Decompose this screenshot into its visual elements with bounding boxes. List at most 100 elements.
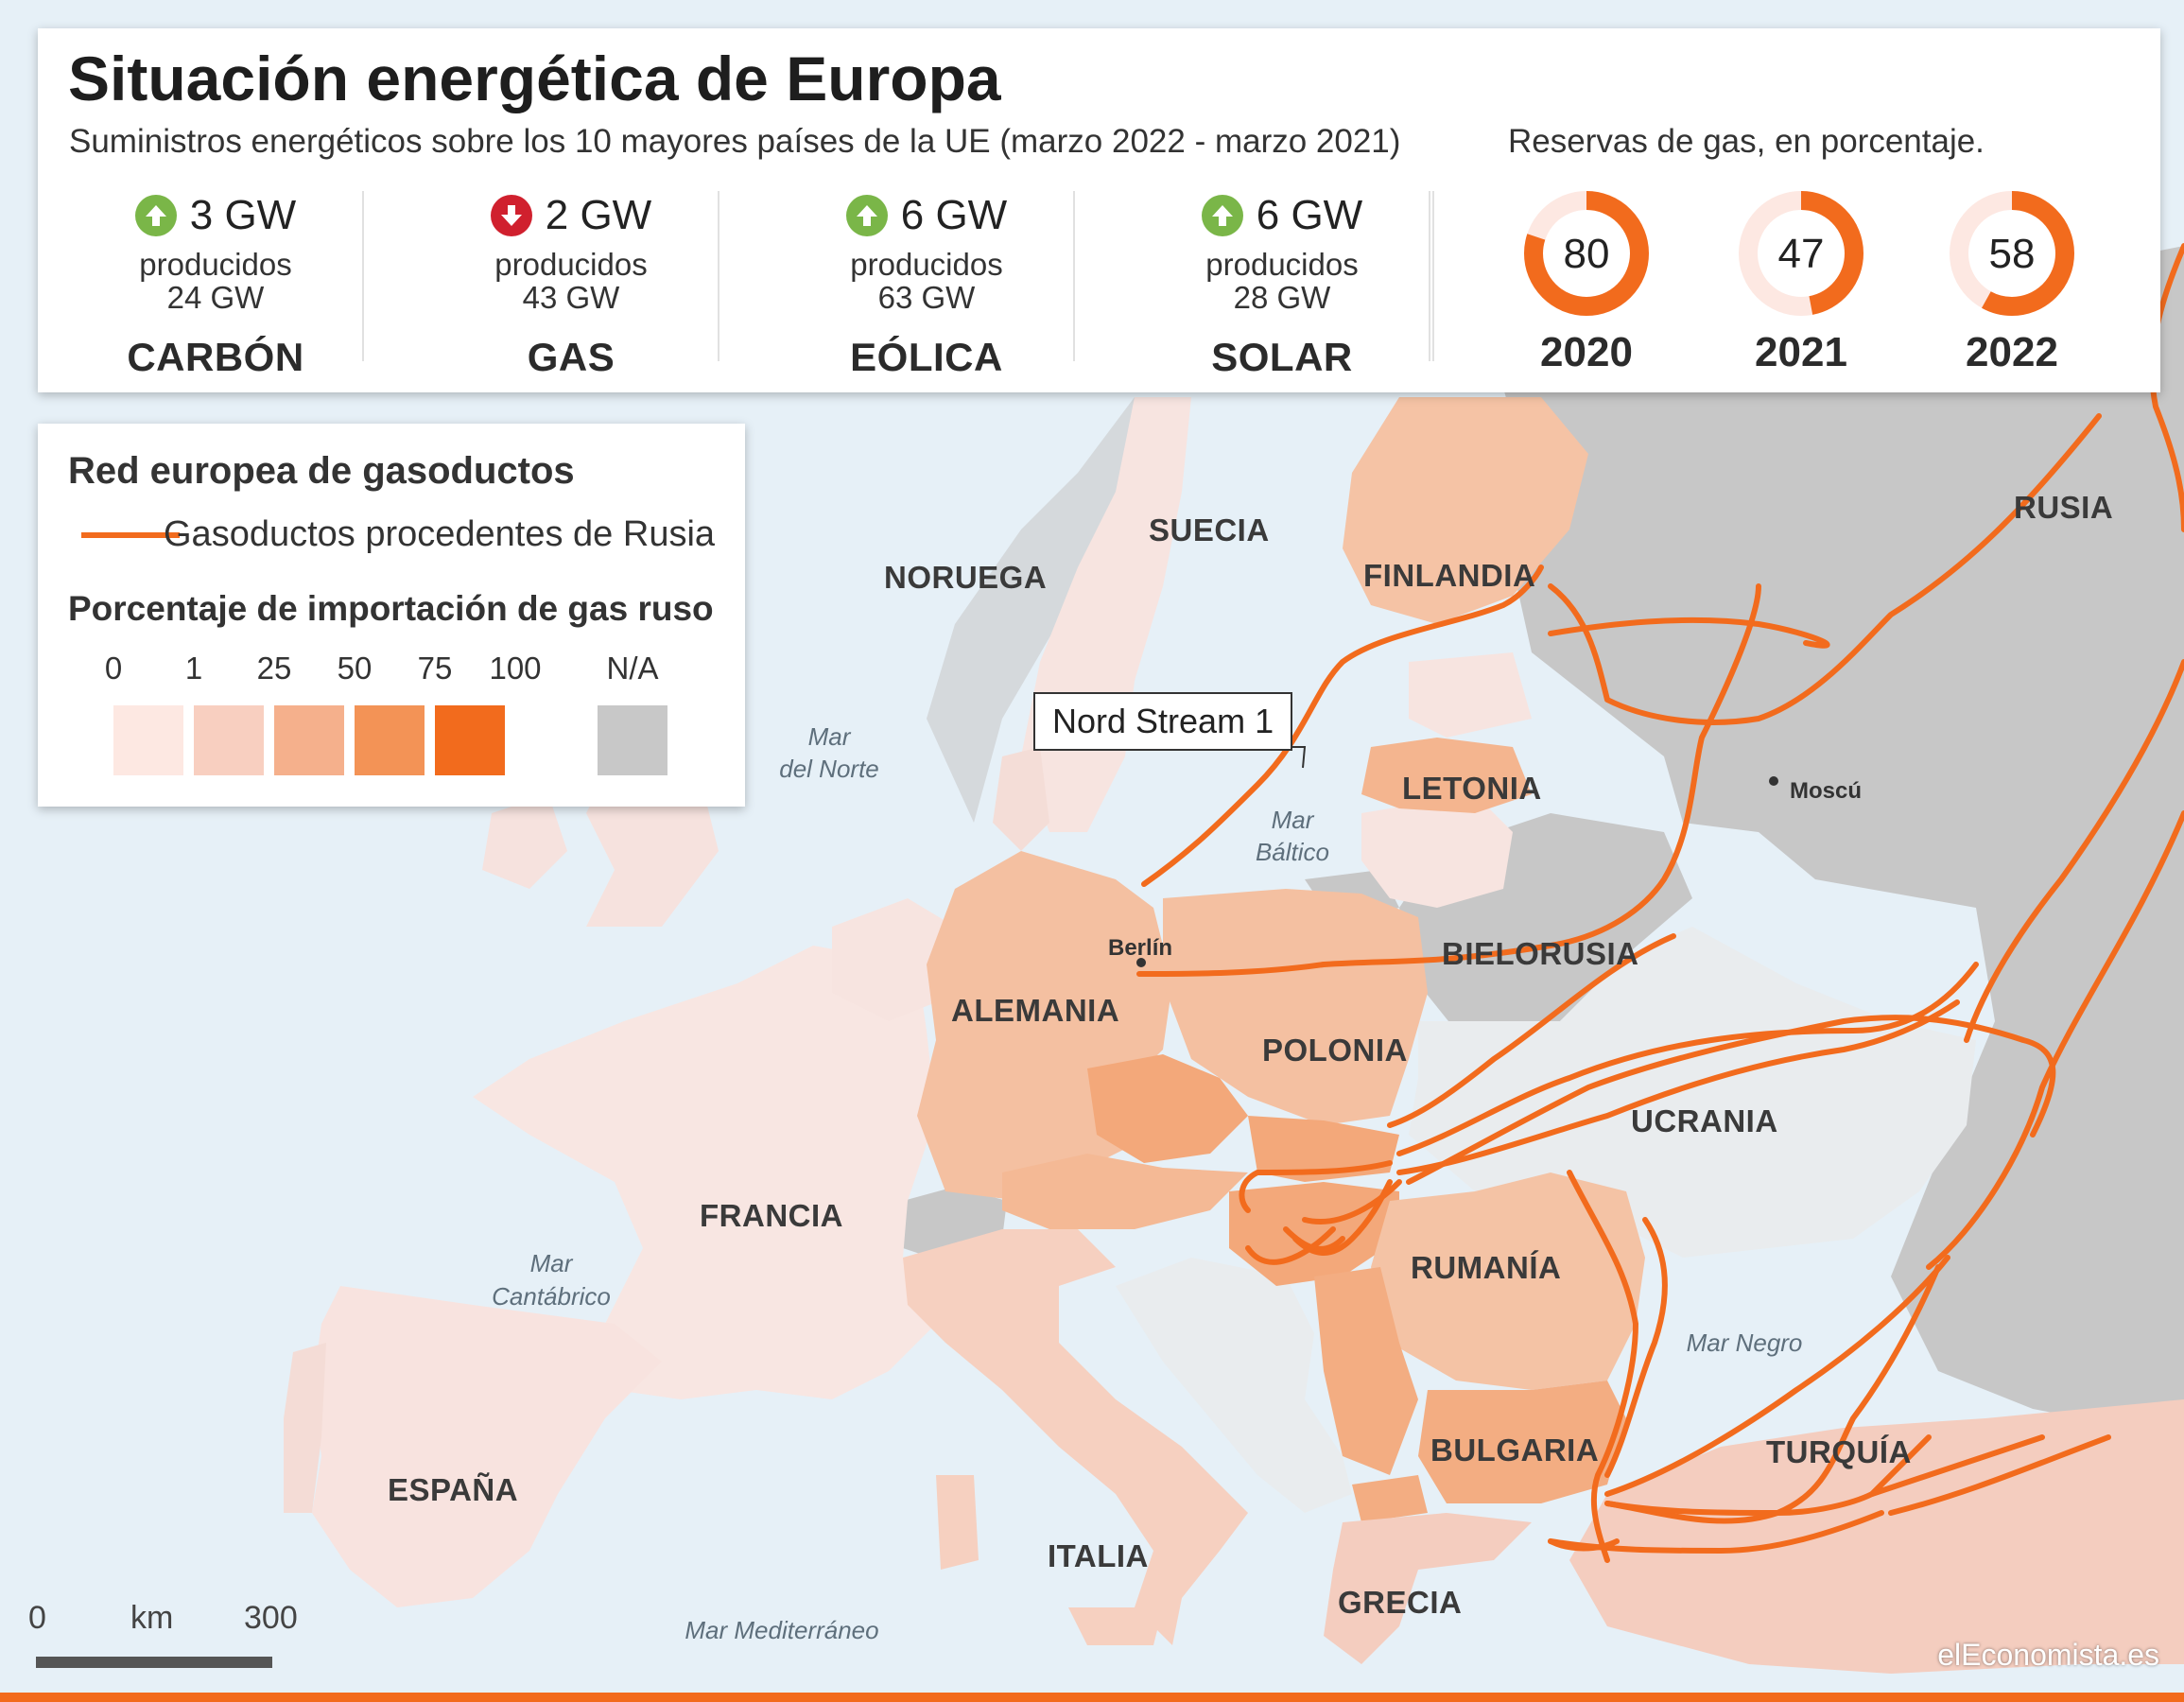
- label-mediterranean: Mar Mediterráneo: [685, 1616, 878, 1644]
- arrow-up-icon: [845, 195, 888, 236]
- page-subtitle: Suministros energéticos sobre los 10 may…: [69, 123, 1401, 160]
- stat-gas-total: 43 GW: [522, 280, 620, 315]
- label-belarus: BIELORUSIA: [1442, 936, 1639, 971]
- country-portugal: [284, 1343, 326, 1513]
- donut-value-label: 47: [1778, 231, 1825, 277]
- divider: [1429, 191, 1430, 361]
- scale-bar: [36, 1657, 272, 1668]
- stat-solar-total: 28 GW: [1233, 280, 1331, 315]
- country-serbia: [1314, 1267, 1418, 1475]
- stat-coal-produced: producidos: [139, 247, 292, 282]
- arrow-up-icon: [1201, 195, 1243, 236]
- divider: [718, 191, 719, 361]
- country-poland: [1163, 889, 1428, 1125]
- scale-label-0: 0: [104, 651, 123, 686]
- pipeline-legend-line: [81, 532, 180, 538]
- stat-gas-produced: producidos: [494, 247, 648, 282]
- scale-swatch-50: [355, 705, 425, 775]
- stat-coal-category: CARBÓN: [127, 335, 304, 379]
- pipeline-turkstream: [1604, 1264, 1941, 1524]
- reserves-title: Reservas de gas, en porcentaje.: [1508, 123, 1985, 160]
- country-france: [473, 946, 936, 1399]
- label-cantabric-2: Cantábrico: [492, 1282, 611, 1311]
- label-germany: ALEMANIA: [951, 993, 1119, 1028]
- reserve-donut-2022: 58: [1946, 187, 2078, 320]
- scale-swatch-75: [435, 705, 505, 775]
- legend-panel: Red europea de gasoductos Gasoductos pro…: [38, 424, 745, 807]
- pipeline-nord-stream: [1141, 564, 1544, 887]
- scale-unit: km: [130, 1600, 174, 1636]
- stat-coal-change: 3 GW: [189, 192, 297, 238]
- stat-wind: 6 GW producidos 63 GW EÓLICA: [749, 187, 1104, 380]
- label-turkey: TURQUÍA: [1766, 1434, 1912, 1469]
- scale-label-25: 25: [256, 651, 292, 686]
- scale-swatch-na: [598, 705, 667, 775]
- nord-stream-callout: Nord Stream 1: [1033, 692, 1293, 751]
- stat-wind-produced: producidos: [850, 247, 1003, 282]
- label-spain: ESPAÑA: [388, 1472, 518, 1507]
- country-russia: [1503, 246, 2184, 1437]
- legend-title: Red europea de gasoductos: [68, 450, 575, 492]
- country-slovakia: [1248, 1116, 1399, 1182]
- arrow-up-icon: [134, 195, 177, 236]
- stat-wind-category: EÓLICA: [850, 335, 1003, 379]
- pipeline-ukraine-main: [1406, 1015, 2056, 1185]
- country-austria: [1002, 1154, 1248, 1229]
- stat-solar-change: 6 GW: [1256, 192, 1363, 238]
- country-estonia: [1409, 652, 1532, 738]
- country-spain: [312, 1286, 662, 1607]
- stat-coal: 3 GW producidos 24 GW CARBÓN: [38, 187, 393, 380]
- label-bulgaria: BULGARIA: [1430, 1433, 1599, 1468]
- donut-value-label: 80: [1564, 231, 1610, 277]
- pipeline-turkey-south: [1869, 1434, 2045, 1497]
- reserve-year-2020: 2020: [1540, 329, 1633, 375]
- arrow-down-icon: [490, 195, 532, 236]
- pipeline-russia-south-2: [1926, 810, 2184, 1270]
- pipeline-south-loop: [1245, 1226, 1336, 1265]
- russian-gas-pipelines: [1136, 243, 2184, 1563]
- pipeline-russia-east: [2149, 243, 2184, 532]
- scale-swatch-0: [113, 705, 183, 775]
- stat-solar: 6 GW producidos 28 GW SOLAR: [1104, 187, 1460, 380]
- label-cantabric-1: Mar: [530, 1249, 574, 1277]
- reserve-year-2022: 2022: [1966, 329, 2058, 375]
- country-macedonia: [1352, 1475, 1428, 1522]
- pipeline-brotherhood-2: [1396, 999, 1960, 1175]
- country-italy: [903, 1229, 1248, 1645]
- pipeline-north-east: [1548, 413, 2102, 725]
- country-ukraine: [1409, 927, 1976, 1258]
- scale-end: 300: [244, 1600, 298, 1636]
- country-benelux: [832, 898, 955, 1021]
- stat-gas-change: 2 GW: [545, 192, 652, 238]
- stat-gas: 2 GW producidos 43 GW GAS: [393, 187, 749, 380]
- credit: elEconomista.es: [1937, 1638, 2159, 1672]
- stat-coal-total: 24 GW: [166, 280, 265, 315]
- bottom-accent-bar: [0, 1693, 2184, 1702]
- pipeline-russia-south: [1964, 659, 2184, 1043]
- scale-label-1: 1: [184, 651, 203, 686]
- stat-wind-change: 6 GW: [900, 192, 1008, 238]
- scale-start: 0: [28, 1600, 46, 1636]
- pipeline-yamal: [1136, 583, 1761, 977]
- country-denmark: [993, 747, 1049, 851]
- divider: [1073, 191, 1075, 361]
- pipeline-hungary-branch: [1239, 1160, 1393, 1213]
- scale-label-100: 100: [489, 651, 542, 686]
- pipeline-austria-branch: [1302, 1179, 1402, 1224]
- label-italy: ITALIA: [1048, 1538, 1149, 1573]
- divider: [1432, 191, 1434, 361]
- label-baltic-1: Mar: [1272, 806, 1315, 834]
- country-sardinia: [936, 1475, 979, 1570]
- stat-solar-category: SOLAR: [1211, 335, 1353, 379]
- import-scale-title: Porcentaje de importación de gas ruso: [68, 589, 714, 628]
- label-black-sea: Mar Negro: [1687, 1329, 1803, 1357]
- label-norway: NORUEGA: [884, 560, 1047, 595]
- country-latvia: [1361, 738, 1532, 813]
- label-latvia: LETONIA: [1402, 771, 1542, 806]
- donut-value-arc: [1950, 191, 2074, 316]
- label-moscow: Moscú: [1790, 778, 1862, 804]
- energy-stats: 3 GW producidos 24 GW CARBÓN 2 GW produc…: [38, 187, 1456, 405]
- pipeline-turkey-east: [1888, 1434, 2111, 1516]
- pipeline-blue-stream: [1604, 1255, 1950, 1497]
- country-greece: [1324, 1513, 1532, 1664]
